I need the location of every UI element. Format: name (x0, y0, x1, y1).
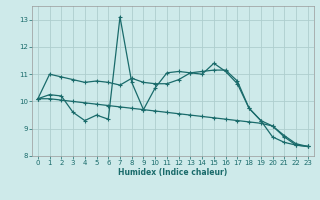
X-axis label: Humidex (Indice chaleur): Humidex (Indice chaleur) (118, 168, 228, 177)
